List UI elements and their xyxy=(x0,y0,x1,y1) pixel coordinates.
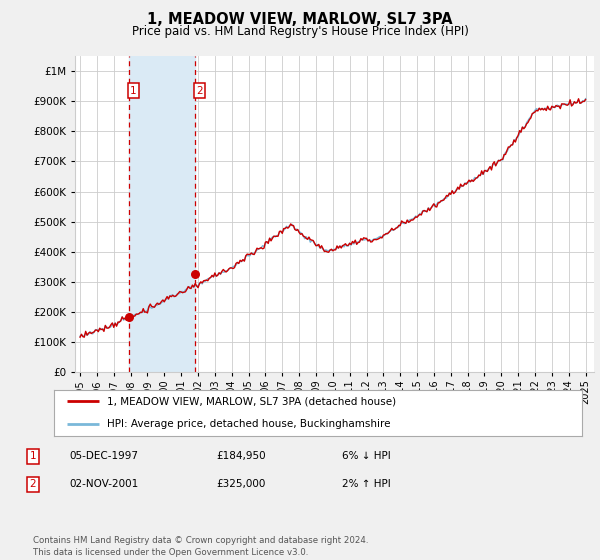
Text: 1, MEADOW VIEW, MARLOW, SL7 3PA (detached house): 1, MEADOW VIEW, MARLOW, SL7 3PA (detache… xyxy=(107,396,396,406)
Text: HPI: Average price, detached house, Buckinghamshire: HPI: Average price, detached house, Buck… xyxy=(107,419,391,429)
Text: 2: 2 xyxy=(196,86,203,96)
Text: 02-NOV-2001: 02-NOV-2001 xyxy=(69,479,138,489)
Text: £325,000: £325,000 xyxy=(216,479,265,489)
Text: 05-DEC-1997: 05-DEC-1997 xyxy=(69,451,138,461)
Text: 1: 1 xyxy=(130,86,137,96)
Text: £184,950: £184,950 xyxy=(216,451,266,461)
Text: Contains HM Land Registry data © Crown copyright and database right 2024.
This d: Contains HM Land Registry data © Crown c… xyxy=(33,536,368,557)
Point xyxy=(124,312,134,321)
Text: 1, MEADOW VIEW, MARLOW, SL7 3PA: 1, MEADOW VIEW, MARLOW, SL7 3PA xyxy=(147,12,453,27)
Point xyxy=(191,270,200,279)
Text: 6% ↓ HPI: 6% ↓ HPI xyxy=(342,451,391,461)
Text: 1: 1 xyxy=(29,451,37,461)
Bar xyxy=(129,56,196,372)
Text: 2: 2 xyxy=(29,479,37,489)
Text: Price paid vs. HM Land Registry's House Price Index (HPI): Price paid vs. HM Land Registry's House … xyxy=(131,25,469,38)
Text: 2% ↑ HPI: 2% ↑ HPI xyxy=(342,479,391,489)
